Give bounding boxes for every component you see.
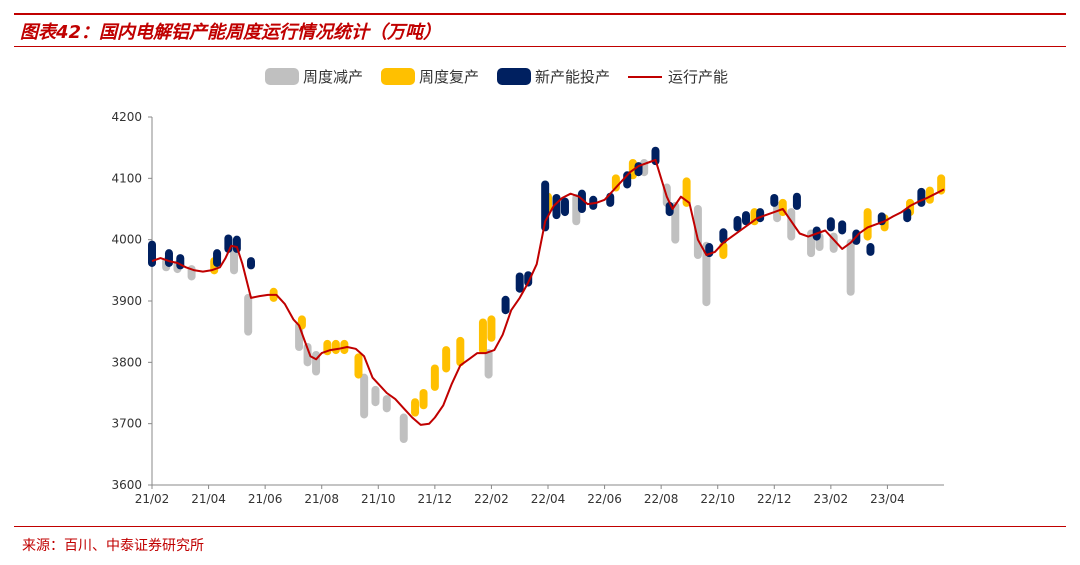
legend-label-reduce: 周度减产 [303,68,364,86]
title-rule [14,46,1066,47]
y-tick-label: 3700 [111,417,142,431]
x-tick-label: 22/04 [531,492,566,506]
x-tick-label: 21/10 [361,492,396,506]
bottom-rule [14,526,1066,527]
x-tick-label: 21/12 [418,492,453,506]
x-tick-label: 21/08 [304,492,339,506]
x-tick-label: 21/02 [135,492,170,506]
source-note: 来源：百川、中泰证券研究所 [22,538,204,554]
legend-item-reduce: 周度减产 [265,66,363,87]
x-tick-label: 22/10 [700,492,735,506]
y-tick-label: 3800 [111,355,142,369]
legend-item-new-capacity: 新产能投产 [497,66,610,87]
legend-item-running: 运行产能 [628,66,728,87]
legend-label-resume: 周度复产 [419,68,480,86]
legend-swatch-resume [381,68,416,85]
chart-title: 图表42：国内电解铝产能周度运行情况统计（万吨） [20,22,442,43]
legend-swatch-reduce [265,68,299,85]
y-tick-label: 4000 [111,233,142,247]
x-tick-label: 22/06 [587,492,622,506]
x-tick-label: 21/04 [191,492,226,506]
y-tick-label: 4200 [111,110,142,124]
x-tick-label: 23/04 [870,492,905,506]
y-tick-label: 4100 [111,171,142,185]
legend-swatch-running [628,75,663,78]
top-rule [14,13,1066,15]
x-tick-label: 21/06 [248,492,283,506]
x-tick-label: 23/02 [814,492,849,506]
legend-item-resume: 周度复产 [381,66,479,87]
running-capacity-line [151,158,945,426]
legend-label-new-capacity: 新产能投产 [535,68,611,86]
y-tick-label: 3600 [111,478,142,492]
legend-label-running: 运行产能 [668,68,729,86]
y-tick-label: 3900 [111,294,142,308]
legend: 周度减产 周度复产 新产能投产 运行产能 [265,66,746,87]
x-tick-label: 22/02 [474,492,509,506]
x-tick-label: 22/12 [757,492,792,506]
x-tick-label: 22/08 [644,492,679,506]
legend-swatch-new-capacity [497,68,532,85]
